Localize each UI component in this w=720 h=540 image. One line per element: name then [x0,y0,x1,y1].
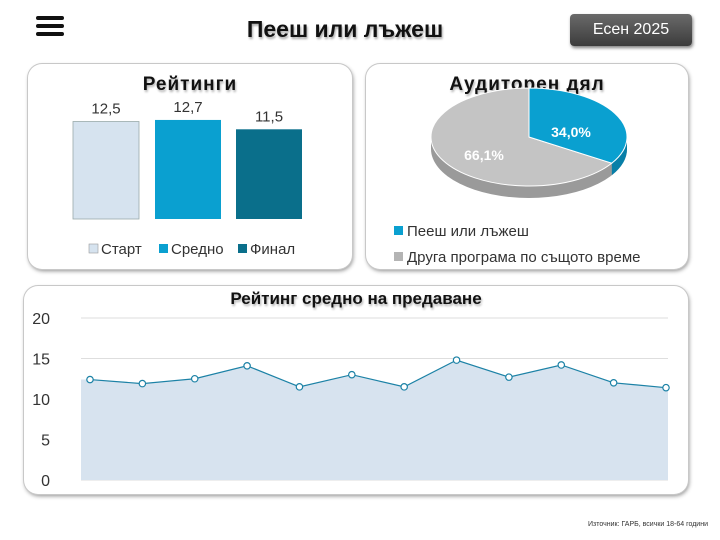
y-tick-label-4: 20 [32,311,50,328]
data-point-7 [452,356,461,364]
pie-legend: Пееш или лъжеш Друга програма по същото … [394,223,640,266]
episode-rating-panel: Рейтинг средно на предаване 0 5 10 15 20 [24,286,688,494]
episode-rating-area-chart: 0 5 10 15 20 [32,311,670,490]
legend-swatch-show [394,226,403,235]
legend-swatch-average [159,244,168,253]
legend-swatch-final [238,244,247,253]
y-tick-label-2: 10 [32,392,50,409]
audience-share-panel: Аудиторен дял Пееш или лъжеш Друга прогр… [366,64,688,269]
data-point-0 [86,375,94,384]
y-tick-label-1: 5 [41,433,50,450]
pie-value-label-other: 66,1% [464,147,504,163]
series-line [89,359,667,389]
source-note: Източник: ГАРБ, всички 18-64 години [588,521,708,528]
episode-rating-title: Рейтинг средно на предаване [230,289,482,308]
menu-icon[interactable] [36,15,64,37]
area-fill [81,360,668,480]
data-point-2 [190,374,199,383]
data-point-8 [505,373,513,381]
legend-label-final: Финал [250,241,295,258]
y-tick-label-3: 15 [32,352,50,369]
bar-1 [155,119,221,219]
data-point-1 [138,379,147,388]
legend-swatch-start [88,243,99,254]
audience-share-pie-chart: Пееш или лъжеш Друга програма по същото … [394,87,640,266]
legend-label-average: Средно [171,241,224,258]
ratings-title: Рейтинги [142,74,238,95]
data-point-11 [662,383,670,392]
data-point-6 [400,383,408,391]
y-tick-label-0: 0 [41,473,50,490]
pie-slice-show [528,87,628,164]
data-point-10 [609,379,618,387]
bar-0 [72,121,140,220]
page-title: Пееш или лъжеш [246,16,444,42]
bar-2 [236,129,302,219]
bar-value-label-2: 11,5 [255,108,283,125]
bar-legend: Старт Средно Финал [88,241,295,258]
ratings-bar-chart: Старт Средно Финал 12,5 12,7 11,5 [72,99,302,258]
audience-share-title: Аудиторен дял [449,74,605,95]
bar-value-label-1: 12,7 [173,99,202,116]
data-point-9 [557,361,566,369]
data-point-5 [348,370,356,379]
data-point-4 [295,383,304,391]
legend-swatch-other [394,252,403,261]
legend-label-start: Старт [101,241,142,258]
ratings-panel: Рейтинги Старт Средно Финал 12,5 12,7 11,5 [28,64,352,269]
pie-slice-other [430,87,613,187]
season-button[interactable]: Есен 2025 [570,14,692,46]
legend-label-show: Пееш или лъжеш [407,223,529,240]
legend-label-other: Друга програма по същото време [407,249,640,266]
data-point-3 [243,361,251,370]
pie-value-label-show: 34,0% [551,124,591,140]
bar-value-label-0: 12,5 [91,101,120,118]
